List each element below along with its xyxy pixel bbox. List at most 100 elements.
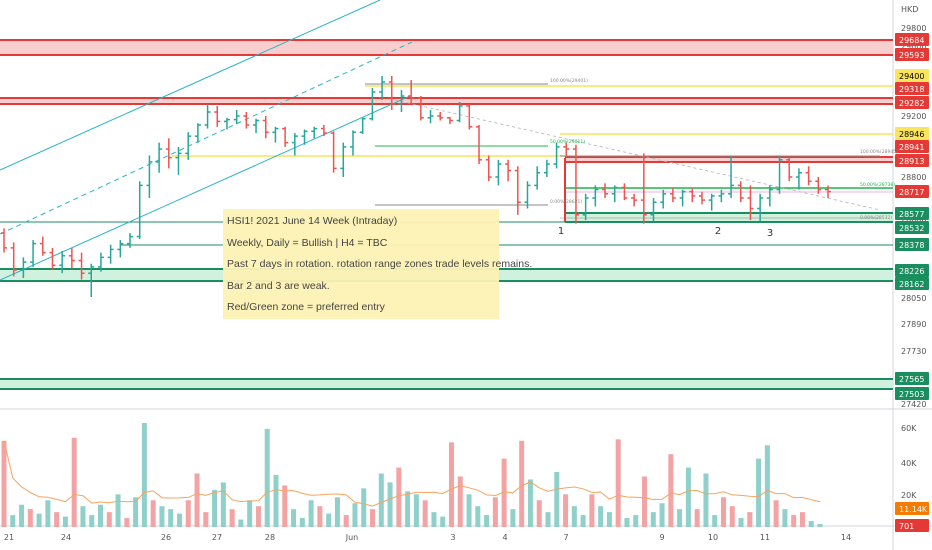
volume-bar <box>545 512 551 527</box>
wave-label: 3 <box>767 228 773 239</box>
volume-bar <box>606 512 612 527</box>
price-label-bg <box>895 519 929 532</box>
zone-band <box>565 157 893 162</box>
price-tick: 29600 <box>901 42 926 51</box>
volume-bar <box>273 475 279 527</box>
volume-bar <box>756 458 762 527</box>
note-bars: Bar 2 and 3 are weak. <box>227 279 330 292</box>
volume-bar <box>589 494 595 527</box>
fib-label: 50.00%(29011) <box>550 139 585 145</box>
price-label: 28941 <box>899 143 924 152</box>
volume-bar <box>712 515 718 527</box>
volume-bar <box>255 506 261 527</box>
volume-bar <box>45 500 51 527</box>
volume-bar <box>405 491 411 527</box>
volume-bar <box>98 504 104 527</box>
volume-bar <box>370 509 376 527</box>
price-label-bg <box>895 277 929 290</box>
volume-bar <box>501 458 507 527</box>
volume-bars <box>1 423 823 527</box>
price-label-bg <box>895 387 929 400</box>
volume-bar <box>326 513 332 527</box>
zone-band <box>0 40 893 55</box>
volume-tick: 20K <box>901 491 917 500</box>
volume-bar <box>185 500 191 527</box>
volume-bar <box>150 500 156 527</box>
volume-bar <box>677 509 683 527</box>
date-tick: 14 <box>841 533 851 542</box>
price-label-bg <box>895 372 929 385</box>
volume-bar <box>159 506 165 527</box>
price-label-bg <box>895 264 929 277</box>
volume-bar <box>124 518 130 527</box>
price-label: 28577 <box>899 210 924 219</box>
volume-bar <box>229 509 235 527</box>
volume-bar <box>650 512 656 527</box>
price-labels: 29684 29593 29400 29318 29282 28946 28941 28913… <box>550 33 929 532</box>
price-tick: 29200 <box>901 112 926 121</box>
volume-bar <box>563 494 569 527</box>
price-label: 28226 <box>899 267 924 276</box>
fib-label: 100.00%(29401) <box>550 78 588 84</box>
price-label: 28378 <box>899 241 924 250</box>
date-tick: 24 <box>61 533 71 542</box>
price-label-bg <box>895 33 929 46</box>
volume-bar <box>817 524 823 527</box>
price-label: 27503 <box>899 390 924 399</box>
fib-label: 0.00%(28532) <box>860 215 892 221</box>
price-label-bg <box>895 69 929 82</box>
volume-bar <box>475 506 481 527</box>
volume-bar <box>19 504 25 527</box>
volume-bar <box>764 445 770 527</box>
price-label: 28913 <box>899 157 924 166</box>
volume-bar <box>115 494 121 527</box>
volume-bar <box>685 467 691 527</box>
price-label-bg <box>895 154 929 167</box>
price-tick: 29800 <box>901 24 926 33</box>
volume-bar <box>378 473 384 527</box>
date-tick: 10 <box>708 533 718 542</box>
channel-mid <box>0 41 413 235</box>
price-label: 29318 <box>899 85 924 94</box>
volume-bar <box>633 515 639 527</box>
volume-bar <box>615 439 621 527</box>
volume-bar <box>422 500 428 527</box>
volume-bar <box>440 516 446 527</box>
volume-bar <box>668 454 674 527</box>
volume-bar <box>431 512 437 527</box>
price-label: 29684 <box>899 36 924 45</box>
date-tick: 3 <box>450 533 455 542</box>
date-tick: 21 <box>4 533 14 542</box>
volume-bar <box>27 509 33 527</box>
volume-bar <box>247 500 253 527</box>
volume-tick: 40K <box>901 459 917 468</box>
date-tick: 11 <box>760 533 770 542</box>
volume-bar <box>598 506 604 527</box>
volume-bar <box>527 479 533 527</box>
volume-bar <box>361 488 367 527</box>
date-tick: 27 <box>212 533 222 542</box>
volume-bar <box>352 503 358 527</box>
price-label-bg <box>895 48 929 61</box>
price-label: 11.14K <box>899 505 928 514</box>
volume-bar <box>659 503 665 527</box>
volume-bar <box>492 497 498 527</box>
volume-bar <box>694 509 700 527</box>
volume-bar <box>799 512 805 527</box>
note-rotation: Past 7 days in rotation. rotation range … <box>227 258 533 270</box>
volume-bar <box>738 518 744 527</box>
price-label-bg <box>895 238 929 251</box>
price-label: 701 <box>899 522 914 531</box>
currency-label: HKD <box>901 5 918 14</box>
price-label-bg <box>895 140 929 153</box>
dotted-down <box>394 99 881 211</box>
price-tick: 27890 <box>901 320 926 329</box>
volume-bar <box>299 518 305 527</box>
price-label: 27565 <box>899 375 924 384</box>
wave-label: 1 <box>558 226 564 237</box>
volume-bar <box>536 500 542 527</box>
volume-bar <box>580 515 586 527</box>
note-title: HSI1! 2021 June 14 Week (Intraday) <box>227 215 398 227</box>
volume-bar <box>571 506 577 527</box>
channel-upper <box>0 0 381 171</box>
